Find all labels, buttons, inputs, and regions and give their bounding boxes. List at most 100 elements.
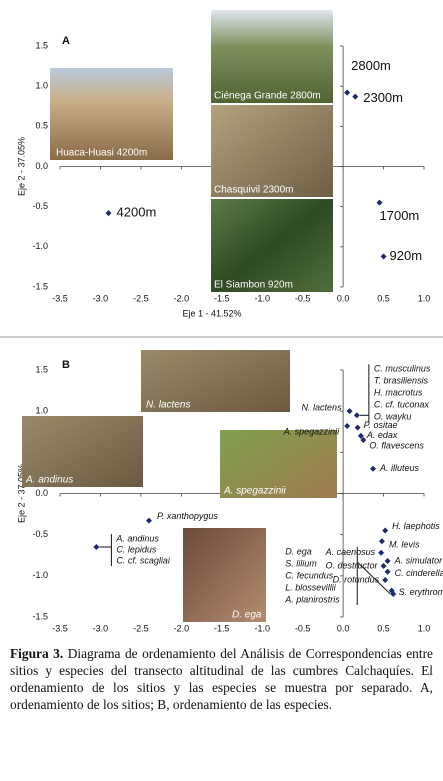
point (145, 517, 152, 524)
point (370, 465, 377, 472)
point-label: C. musculinus (374, 364, 431, 374)
x-tick-label: -2.0 (174, 293, 190, 303)
photo (50, 68, 173, 160)
point-label: P. ositae (364, 420, 398, 430)
photo-caption: N. lactens (146, 400, 190, 411)
point (380, 562, 387, 569)
point (376, 199, 383, 206)
y-tick-label: 1.5 (35, 364, 48, 374)
point-label: L. blossevillii (285, 582, 337, 592)
x-tick-label: 0.5 (377, 623, 390, 633)
point-label: S. lilium (285, 558, 317, 568)
point (390, 590, 397, 597)
photo (141, 350, 290, 412)
x-tick-label: -2.0 (174, 623, 190, 633)
caption-label: Figura 3. (10, 646, 64, 661)
photo-caption: A. spegazzinii (223, 486, 286, 497)
y-tick-label: 1.0 (35, 406, 48, 416)
point (352, 93, 359, 100)
photo (183, 528, 266, 622)
x-tick-label: 0.0 (337, 623, 350, 633)
point-label: 2800m (351, 58, 391, 73)
point (344, 422, 351, 429)
photo-caption: Ciénega Grande 2800m (214, 91, 321, 102)
point-label: A. spegazzinii (283, 426, 341, 436)
point-label: O. wayku (374, 412, 412, 422)
y-tick-label: 0.0 (35, 161, 48, 171)
point (93, 544, 100, 551)
y-axis-label: Eje 2 - 37.05% (16, 464, 26, 523)
y-tick-label: -1.5 (32, 611, 48, 621)
y-tick-label: -1.0 (32, 241, 48, 251)
marks-a: 4200m 2800m 2300m 1700m 920m (105, 58, 423, 263)
point-label: A. planirostris (284, 594, 340, 604)
x-tick-label: 0.5 (377, 293, 390, 303)
leader (356, 561, 391, 595)
y-axis-label: Eje 2 - 37.05% (16, 137, 26, 196)
photo-caption: Chasquivil 2300m (214, 185, 294, 196)
photo (211, 199, 333, 292)
y-tick-label: -1.0 (32, 570, 48, 580)
x-tick-label: -3.5 (52, 293, 68, 303)
y-tick-label: -0.5 (32, 529, 48, 539)
point (378, 549, 385, 556)
y-tick-label: 1.0 (35, 81, 48, 91)
x-axis-label: Eje 1 - 41.52% (182, 308, 241, 318)
y-tick-label: 0.5 (35, 121, 48, 131)
figure: -3.5 -3.0 -2.5 -2.0 -1.5 -1.0 -0.5 0.0 0.5 1.0 -1.… (0, 10, 443, 640)
panel-a: -3.5 -3.0 -2.5 -2.0 -1.5 -1.0 -0.5 0.0 0.5 1.0 -1.… (16, 35, 430, 318)
point-label: S. erythromos (399, 587, 443, 597)
point (357, 432, 364, 439)
point-label: D. ega (285, 546, 312, 556)
point-label: A. caenosus (325, 547, 376, 557)
x-tick-label: -3.0 (93, 623, 109, 633)
point-label: P. xanthopygus (157, 511, 218, 521)
y-tick-label: -1.5 (32, 281, 48, 291)
point-label: C. fecundus (285, 570, 334, 580)
point-label: A. edax (366, 430, 398, 440)
point-label: H. laephotis (392, 521, 440, 531)
point-label: N. lactens (302, 403, 343, 413)
x-tick-label: -1.5 (214, 623, 230, 633)
point (105, 210, 112, 217)
x-tick-label: -1.0 (254, 293, 270, 303)
point-label: A. andinus (115, 533, 159, 543)
photo-caption: D. ega (232, 610, 262, 621)
x-tick-label: 0.0 (337, 293, 350, 303)
point (382, 527, 389, 534)
x-axis-label: Eje 1 - 41.52% (182, 638, 241, 640)
point (353, 412, 360, 419)
point-label: O. destructor (326, 560, 379, 570)
point-label: A. illuteus (379, 463, 420, 473)
point-label: T. brasiliensis (374, 376, 429, 386)
x-tick-label: 1.0 (418, 293, 431, 303)
photo (220, 430, 337, 498)
point-label: C. cf. scagliai (116, 555, 171, 565)
point-label: 920m (390, 248, 423, 263)
y-tick-label: 1.5 (35, 40, 48, 50)
point-label: D. rotundus (333, 574, 380, 584)
point (384, 558, 391, 565)
panel-label: A (62, 35, 70, 47)
point-label: A. simulator (394, 555, 443, 565)
x-tick-label: -3.5 (52, 623, 68, 633)
point (382, 576, 389, 583)
figure-caption: Figura 3. Diagrama de ordenamiento del A… (10, 645, 433, 713)
point (346, 408, 353, 415)
photo-caption: Huaca-Huasi 4200m (56, 148, 147, 159)
point-label: 2300m (363, 90, 403, 105)
point (384, 568, 391, 575)
point-label: 1700m (380, 208, 420, 223)
point-label: O. flavescens (369, 440, 424, 450)
x-tick-label: -0.5 (295, 623, 311, 633)
point-label: C. cf. tuconax (374, 400, 430, 410)
point-label: H. macrotus (374, 388, 423, 398)
point-label: 4200m (117, 205, 157, 220)
photo (211, 10, 333, 103)
x-tick-label: -2.5 (133, 623, 149, 633)
photo-caption: A. andinus (25, 475, 73, 486)
panel-b: -3.5 -3.0 -2.5 -2.0 -1.5 -1.0 -0.5 0.0 0.5 1.0 -1.… (16, 359, 430, 640)
point (380, 253, 387, 260)
photo-caption: El Siambon 920m (214, 280, 293, 291)
